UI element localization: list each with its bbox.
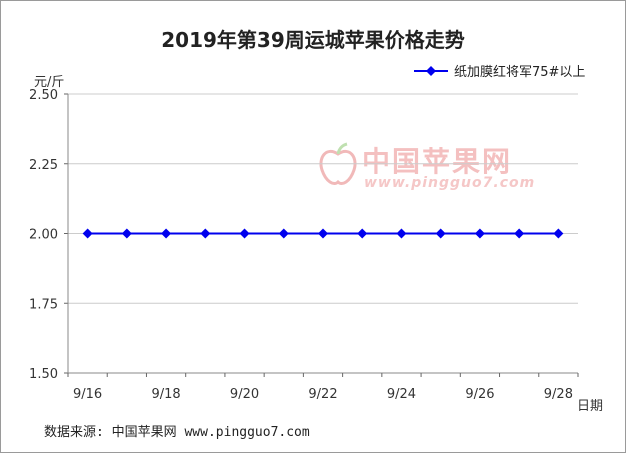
watermark-text: 中国苹果网 [362, 145, 513, 178]
apple-logo-icon [319, 142, 357, 185]
y-tick-label: 1.50 [29, 367, 58, 382]
data-point [82, 228, 93, 239]
y-tick-label: 2.00 [29, 228, 58, 243]
data-point [200, 228, 211, 239]
data-point [161, 228, 172, 239]
y-tick-label: 2.25 [29, 158, 58, 173]
data-point [514, 228, 525, 239]
watermark: 中国苹果网 www.pingguo7.com [318, 140, 548, 192]
x-tick-label: 9/22 [308, 387, 337, 402]
data-point [121, 228, 132, 239]
x-tick-label: 9/18 [151, 387, 180, 402]
data-point [239, 228, 250, 239]
legend: 纸加膜红将军75#以上 [414, 61, 585, 80]
chart-title: 2019年第39周运城苹果价格走势 [161, 28, 465, 52]
data-point [396, 228, 407, 239]
data-source-note: 数据来源: 中国苹果网 www.pingguo7.com [44, 425, 310, 440]
data-point [357, 228, 368, 239]
data-point [278, 228, 289, 239]
x-tick-label: 9/16 [73, 387, 102, 402]
x-axis-unit-label: 日期 [577, 399, 604, 414]
data-point [474, 228, 485, 239]
watermark-url: www.pingguo7.com [364, 175, 536, 191]
x-tick-label: 9/24 [387, 387, 416, 402]
data-point [435, 228, 446, 239]
x-tick-label: 9/26 [465, 387, 494, 402]
x-tick-label: 9/20 [230, 387, 259, 402]
legend-label: 纸加膜红将军75#以上 [454, 65, 586, 80]
y-tick-label: 2.50 [29, 88, 58, 103]
y-tick-label: 1.75 [29, 297, 58, 312]
data-point [553, 228, 564, 239]
x-tick-label: 9/28 [544, 387, 573, 402]
legend-marker-icon [414, 65, 448, 76]
y-axis-unit-label: 元/斤 [34, 75, 65, 90]
data-point [318, 228, 328, 239]
